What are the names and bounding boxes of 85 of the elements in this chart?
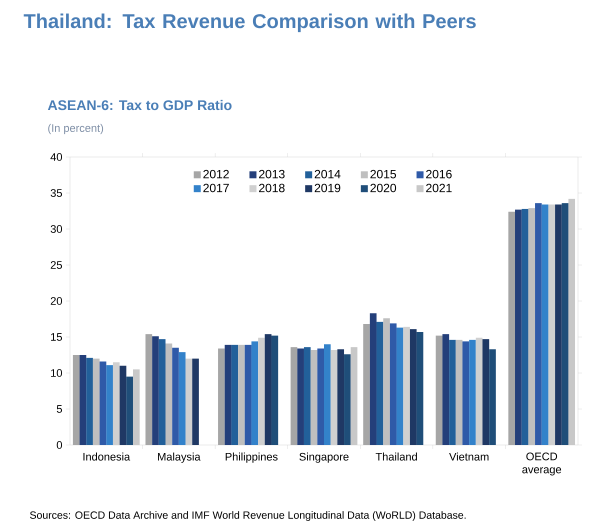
bar xyxy=(324,344,331,446)
bar xyxy=(456,340,462,446)
bar xyxy=(376,322,384,446)
bar xyxy=(555,204,562,446)
bar xyxy=(442,334,450,446)
bar xyxy=(396,328,404,446)
legend-label: 2017 xyxy=(203,184,229,192)
bar xyxy=(416,332,424,446)
x-tick-label: Thailand xyxy=(376,452,417,461)
bar xyxy=(337,349,344,446)
bar xyxy=(120,366,126,446)
bar xyxy=(542,204,548,446)
bar xyxy=(462,341,470,446)
bar xyxy=(370,313,377,446)
bar xyxy=(310,350,318,446)
bar xyxy=(522,208,528,446)
bar xyxy=(410,329,417,446)
bar xyxy=(390,323,397,446)
bar xyxy=(317,348,324,446)
bar xyxy=(304,347,311,446)
x-tick-label: Philippines xyxy=(226,452,278,463)
x-tick-label: Vietnam xyxy=(449,452,488,461)
bar xyxy=(192,358,199,446)
y-tick-label: 5 xyxy=(56,405,62,413)
chart-title: Thailand: Tax Revenue Comparison with Peers xyxy=(24,14,476,32)
bar xyxy=(158,339,166,446)
bar xyxy=(231,344,238,446)
bar xyxy=(562,203,568,446)
source-note: Sources: OECD Data Archive and IMF World Revenue Longitudinal Data (WoRLD) Database. xyxy=(30,511,466,521)
bar xyxy=(145,334,152,446)
legend-label: 2019 xyxy=(314,184,340,192)
y-tick-label: 20 xyxy=(50,297,62,305)
bar xyxy=(449,340,456,446)
legend-label: 2018 xyxy=(259,184,285,192)
bar xyxy=(152,336,159,446)
bar xyxy=(238,344,245,446)
bar xyxy=(72,355,80,446)
legend-label: 2016 xyxy=(426,170,452,178)
bar xyxy=(363,324,370,446)
bar xyxy=(383,318,390,446)
bar xyxy=(436,336,442,446)
y-axis-title: (In percent) xyxy=(48,124,104,134)
y-tick-label: 40 xyxy=(50,153,62,161)
bar xyxy=(290,347,298,446)
bar xyxy=(251,341,258,446)
x-tick-label: OECD average xyxy=(522,452,562,476)
bar xyxy=(482,339,490,446)
bar xyxy=(86,358,93,446)
y-tick-label: 10 xyxy=(51,369,62,377)
bar xyxy=(166,343,172,446)
bar xyxy=(515,210,522,446)
x-tick-label: Singapore xyxy=(299,452,349,463)
bar xyxy=(126,376,133,446)
x-tick-label: Malaysia xyxy=(158,452,201,463)
legend-label: 2015 xyxy=(370,170,396,178)
legend-label: 2012 xyxy=(203,170,229,178)
y-tick-label: 0 xyxy=(56,441,62,449)
bar xyxy=(218,348,225,446)
bar xyxy=(508,212,516,446)
bar xyxy=(489,349,496,446)
bar xyxy=(80,355,86,446)
bar xyxy=(535,203,542,446)
chart-subtitle: ASEAN-6: Tax to GDP Ratio xyxy=(48,100,232,110)
bar xyxy=(244,344,252,446)
bar xyxy=(100,361,106,446)
bar xyxy=(106,365,113,446)
legend-label: 2014 xyxy=(314,170,340,178)
y-tick-label: 15 xyxy=(51,333,62,341)
legend-label: 2020 xyxy=(370,184,396,192)
x-tick-label: Indonesia xyxy=(83,452,130,461)
y-tick-label: 35 xyxy=(50,189,62,197)
bar xyxy=(469,340,476,446)
y-tick-label: 25 xyxy=(50,261,62,269)
bar xyxy=(92,358,100,446)
legend-label: 2013 xyxy=(259,170,285,178)
bar xyxy=(297,348,304,446)
bar xyxy=(172,348,179,446)
bar xyxy=(528,208,536,446)
bar xyxy=(271,336,278,446)
y-tick-label: 30 xyxy=(50,225,62,233)
legend-label: 2021 xyxy=(426,184,452,192)
bar xyxy=(264,334,272,446)
bar xyxy=(178,352,186,446)
bar xyxy=(224,344,232,446)
bar xyxy=(344,354,351,446)
